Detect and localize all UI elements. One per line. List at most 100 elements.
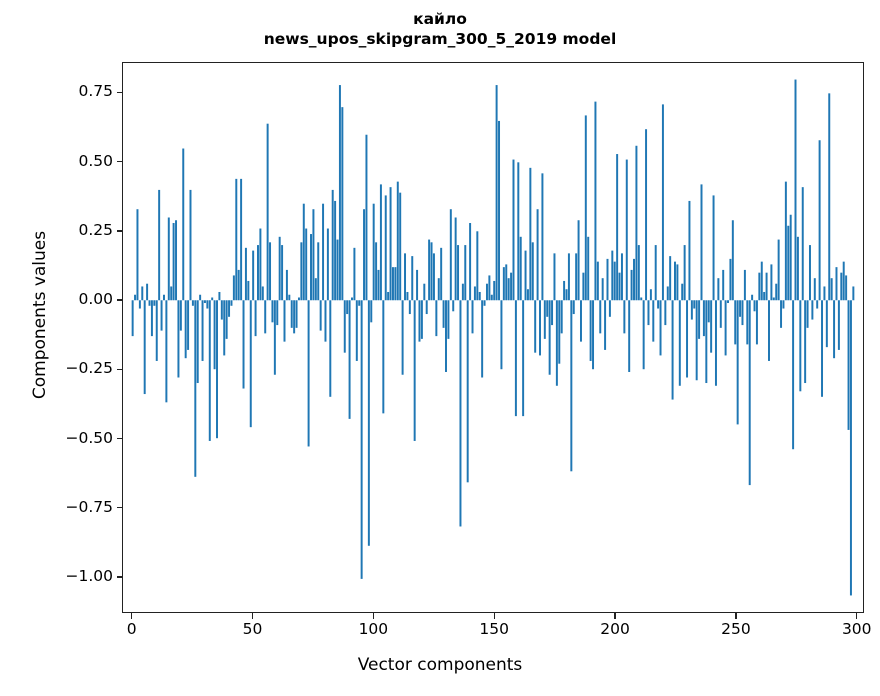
bar xyxy=(261,286,264,301)
bar xyxy=(763,291,766,301)
y-axis-label-wrapper: Components values xyxy=(22,0,50,399)
bar xyxy=(136,209,139,301)
chart-title-line-2: news_upos_skipgram_300_5_2019 model xyxy=(263,30,617,48)
y-tick-label: 0.50 xyxy=(78,151,113,170)
bar xyxy=(223,300,226,356)
bar xyxy=(606,258,609,301)
bar xyxy=(396,181,399,301)
bar xyxy=(837,300,840,350)
bar xyxy=(702,300,705,337)
bar xyxy=(551,300,554,326)
bar xyxy=(510,272,513,301)
bar xyxy=(411,256,414,301)
bar xyxy=(232,275,235,301)
y-tick-label: −0.25 xyxy=(65,359,114,378)
y-tick-mark xyxy=(116,299,122,301)
bar xyxy=(647,300,650,326)
bar xyxy=(599,300,602,334)
bar xyxy=(307,300,310,447)
bar xyxy=(269,242,272,301)
bar xyxy=(408,300,411,315)
bar xyxy=(384,195,387,301)
bar xyxy=(589,300,592,361)
bar xyxy=(191,300,194,306)
bar xyxy=(423,283,426,301)
bar xyxy=(734,300,737,345)
bar xyxy=(502,267,505,301)
bar xyxy=(348,300,351,419)
bar xyxy=(266,123,269,301)
bar xyxy=(300,242,303,301)
bar xyxy=(404,253,407,301)
bar xyxy=(334,200,337,301)
bar xyxy=(613,261,616,301)
bar xyxy=(179,300,182,331)
bar xyxy=(177,300,180,378)
bar xyxy=(365,134,368,301)
bar xyxy=(469,223,472,301)
y-tick-mark xyxy=(116,91,122,94)
bar xyxy=(565,289,568,301)
bar xyxy=(678,300,681,386)
bar xyxy=(575,253,578,301)
y-tick-mark xyxy=(116,507,122,509)
bar xyxy=(572,300,575,315)
y-tick-label: −0.50 xyxy=(65,428,114,447)
bar xyxy=(558,300,561,364)
bar xyxy=(666,286,669,301)
bar xyxy=(194,300,197,477)
x-tick-mark xyxy=(856,613,858,619)
bar xyxy=(220,300,223,320)
bar xyxy=(649,289,652,301)
bar xyxy=(505,264,508,301)
bar xyxy=(620,253,623,301)
bar xyxy=(394,267,397,301)
x-tick-mark xyxy=(251,613,254,619)
bar xyxy=(485,283,488,301)
chart-title-line-1: кайло xyxy=(413,10,467,28)
bar xyxy=(150,300,153,337)
bar xyxy=(717,278,720,301)
bar xyxy=(830,278,833,301)
x-tick-mark xyxy=(735,613,737,619)
bar xyxy=(522,300,525,417)
bar xyxy=(792,300,795,450)
bar xyxy=(555,300,558,386)
bar xyxy=(329,300,332,397)
bar xyxy=(777,239,780,301)
bar xyxy=(322,203,325,301)
bar xyxy=(671,300,674,400)
bar xyxy=(765,272,768,301)
bar xyxy=(273,300,276,375)
bar xyxy=(244,247,247,301)
bar xyxy=(228,300,231,317)
bar xyxy=(363,209,366,301)
bar xyxy=(418,300,421,342)
bar xyxy=(454,217,457,301)
bar xyxy=(811,300,814,320)
bar xyxy=(131,300,134,337)
bar xyxy=(201,300,204,361)
bar xyxy=(681,283,684,301)
bar xyxy=(341,107,344,301)
bar xyxy=(751,294,754,301)
bar xyxy=(254,300,257,337)
bar xyxy=(642,300,645,370)
bar xyxy=(240,178,243,301)
bar xyxy=(847,300,850,430)
y-tick-label: −0.75 xyxy=(65,497,114,516)
bar xyxy=(276,300,279,326)
y-tick-mark xyxy=(116,230,122,232)
bar xyxy=(825,300,828,348)
bar xyxy=(358,300,361,306)
bar xyxy=(466,300,469,483)
bar xyxy=(367,300,370,546)
bar xyxy=(604,300,607,350)
bar xyxy=(536,209,539,301)
bar xyxy=(471,300,474,334)
bar xyxy=(498,120,501,301)
bar xyxy=(199,294,202,301)
bar xyxy=(375,242,378,301)
bar xyxy=(813,278,816,301)
bar xyxy=(302,203,305,301)
